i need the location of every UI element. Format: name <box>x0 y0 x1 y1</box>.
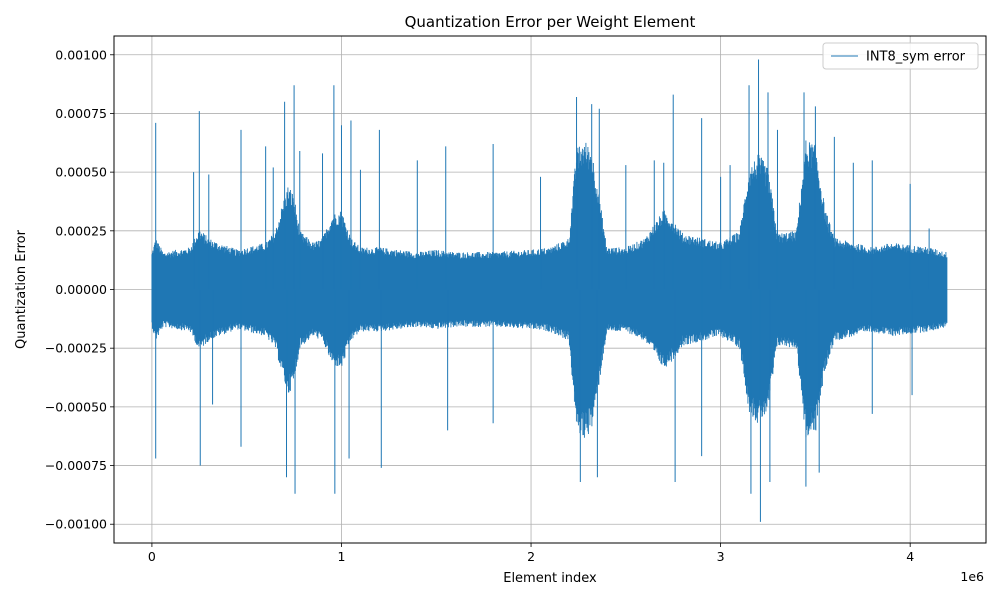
y-tick-label: 0.00100 <box>55 47 107 62</box>
y-tick-label: 0.00050 <box>55 165 107 180</box>
x-tick-label: 1 <box>338 549 346 564</box>
y-axis-label: Quantization Error <box>14 229 29 349</box>
y-tick-label: −0.00050 <box>45 399 107 414</box>
legend-entry-label: INT8_sym error <box>866 50 966 65</box>
y-tick-label: 0.00075 <box>55 106 107 121</box>
x-axis-label: Element index <box>503 571 597 586</box>
y-tick-label: −0.00075 <box>45 458 107 473</box>
x-tick-label: 2 <box>527 549 535 564</box>
x-axis-offset-label: 1e6 <box>960 569 984 584</box>
legend: INT8_sym error <box>822 42 979 70</box>
x-tick-label: 3 <box>717 549 725 564</box>
axis-ticks: 0 1 2 3 4 −0.00100 −0.00075 −0.00050 −0.00025 0.0… <box>45 47 914 564</box>
y-tick-label: −0.00025 <box>45 341 107 356</box>
y-tick-label: 0.00025 <box>55 223 107 238</box>
x-tick-label: 4 <box>906 549 914 564</box>
y-tick-label: −0.00100 <box>45 517 107 532</box>
chart-title: Quantization Error per Weight Element <box>405 13 696 31</box>
x-tick-label: 0 <box>148 549 156 564</box>
series-int8-sym-error <box>151 59 948 522</box>
legend-box <box>822 42 979 70</box>
y-tick-label: 0.00000 <box>55 282 107 297</box>
